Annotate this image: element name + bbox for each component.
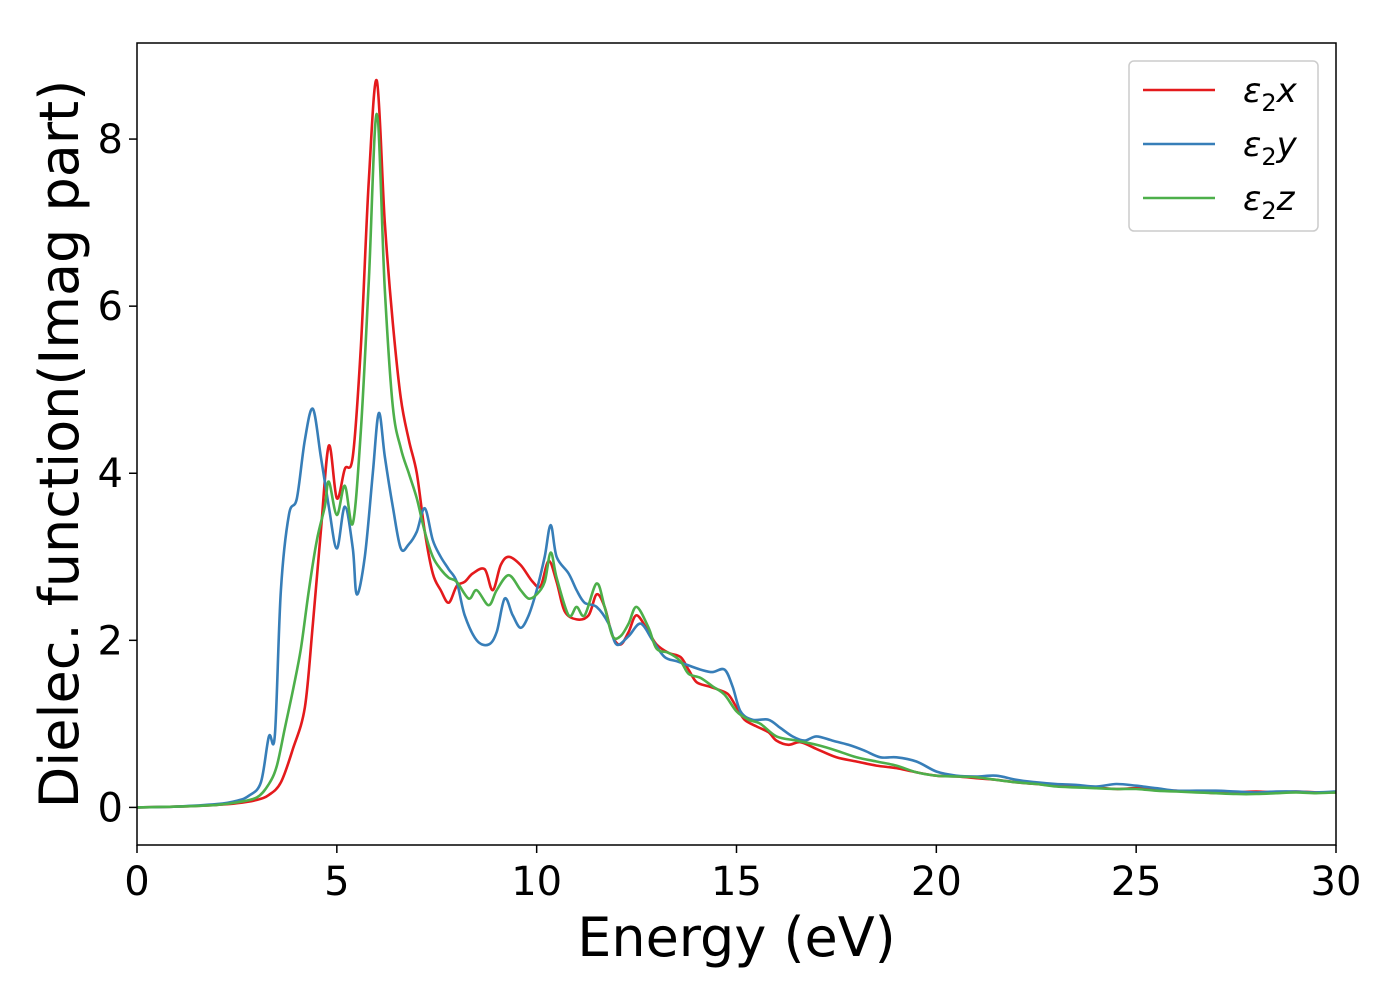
- x-tick-label: 10: [511, 859, 562, 905]
- y-tick-label: 2: [98, 618, 123, 664]
- x-tick-label: 30: [1311, 859, 1362, 905]
- x-tick-label: 20: [911, 859, 962, 905]
- x-axis: 0 5 10 15 20 25 30: [124, 845, 1361, 905]
- legend: ε2x ε2y ε2z: [1128, 60, 1319, 232]
- y-tick-label: 8: [98, 117, 123, 163]
- y-axis: 0 2 4 6 8: [98, 117, 137, 831]
- x-tick-label: 0: [124, 859, 149, 905]
- series-line-z: [137, 112, 1336, 809]
- x-axis-title: Energy (eV): [577, 906, 896, 969]
- series-line-y: [137, 407, 1336, 809]
- legend-box: [1128, 60, 1319, 232]
- plot-area: [137, 79, 1336, 809]
- legend-label-y: ε2y: [1243, 125, 1298, 171]
- legend-label-x: ε2x: [1243, 71, 1298, 117]
- y-axis-title: Dielec. function(Imag part): [28, 80, 91, 809]
- x-tick-label: 25: [1111, 859, 1162, 905]
- y-tick-label: 6: [98, 284, 123, 330]
- y-tick-label: 4: [98, 451, 123, 497]
- legend-label-z: ε2z: [1243, 179, 1296, 225]
- x-tick-label: 5: [324, 859, 349, 905]
- x-tick-label: 15: [711, 859, 762, 905]
- y-tick-label: 0: [98, 785, 123, 831]
